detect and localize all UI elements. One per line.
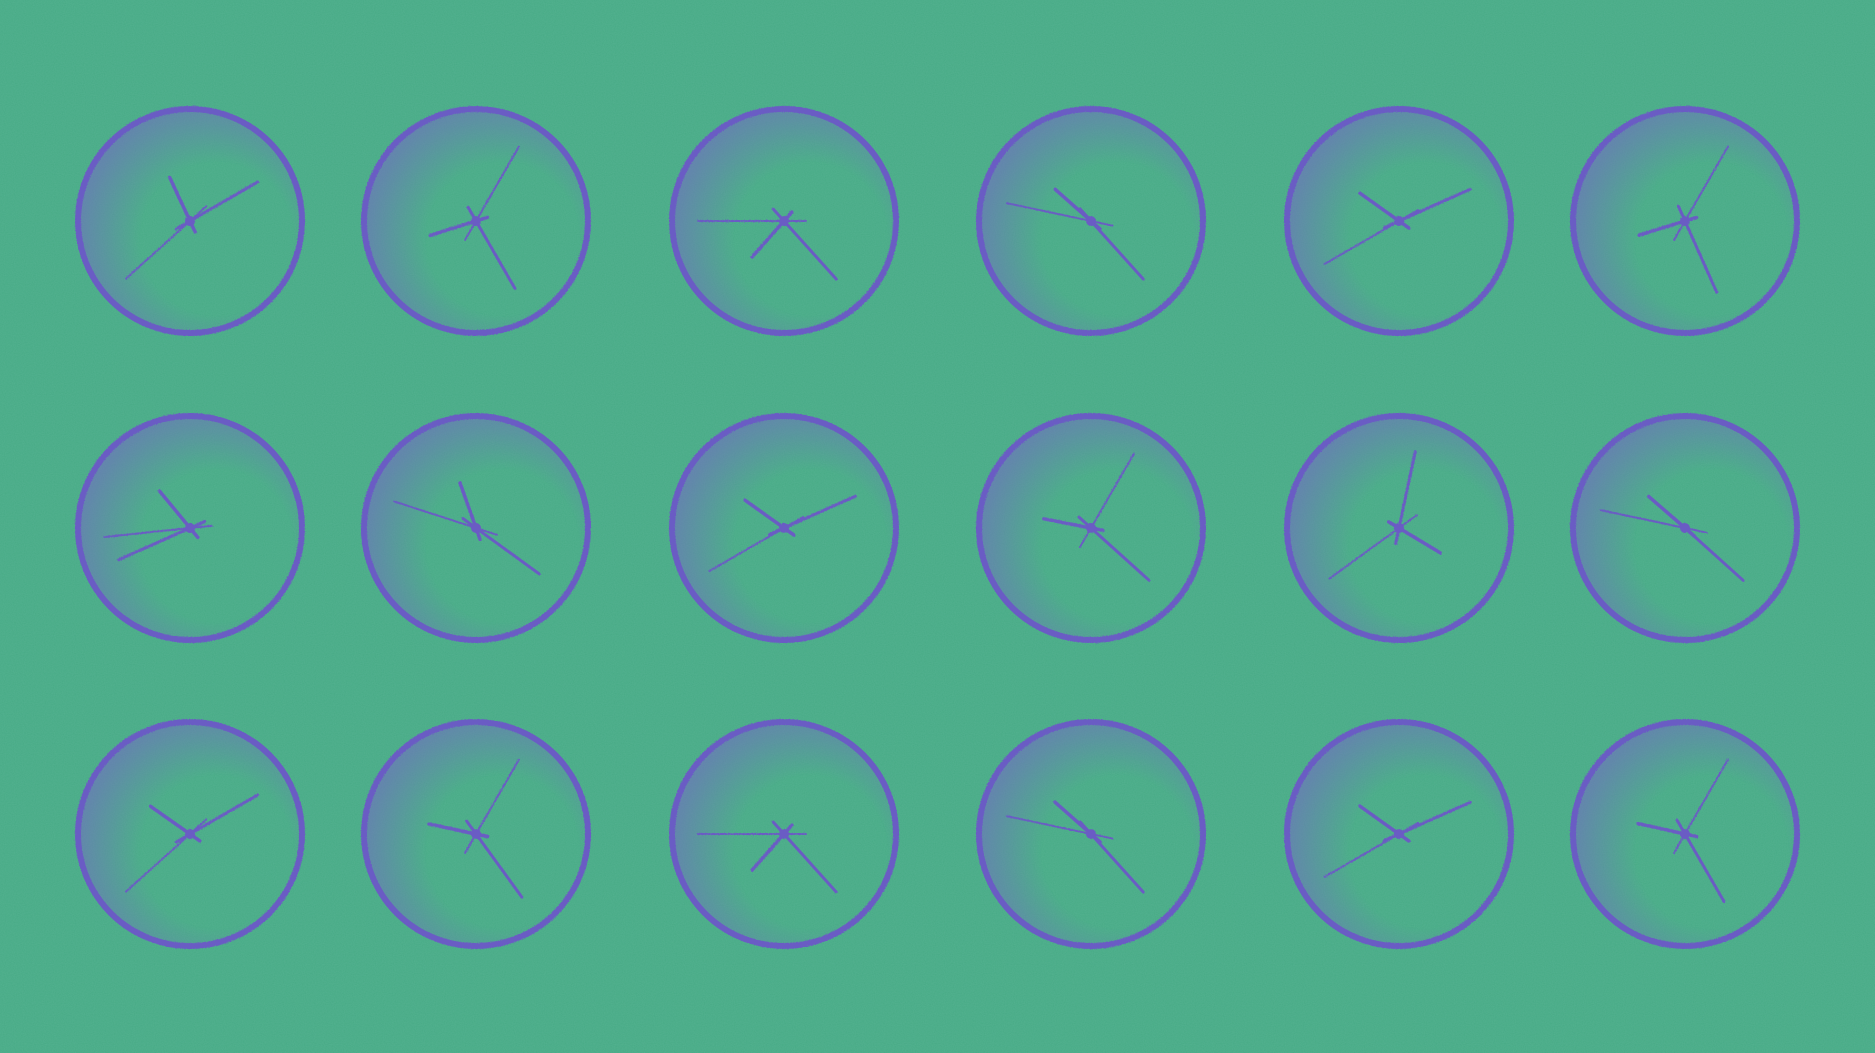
clock-hub <box>1394 216 1404 226</box>
clock-hub <box>1394 829 1404 839</box>
clock-hub <box>779 523 789 533</box>
analog-clock-icon <box>1570 106 1800 336</box>
analog-clock-icon <box>669 413 899 643</box>
clock-hub <box>471 216 481 226</box>
clock-hub <box>185 523 195 533</box>
clock-hub <box>1086 829 1096 839</box>
analog-clock-icon <box>1284 106 1514 336</box>
analog-clock-icon <box>669 106 899 336</box>
clock-hub <box>1680 829 1690 839</box>
analog-clock-icon <box>361 413 591 643</box>
clock-hub <box>471 523 481 533</box>
analog-clock-icon <box>1570 413 1800 643</box>
clock-hub <box>1394 523 1404 533</box>
analog-clock-icon <box>1284 413 1514 643</box>
analog-clock-icon <box>361 719 591 949</box>
analog-clock-icon <box>976 413 1206 643</box>
analog-clock-icon <box>976 719 1206 949</box>
clock-hub <box>1680 216 1690 226</box>
clock-hub <box>1086 523 1096 533</box>
clock-hub <box>1086 216 1096 226</box>
analog-clock-icon <box>75 106 305 336</box>
analog-clock-icon <box>976 106 1206 336</box>
clock-hub <box>779 216 789 226</box>
analog-clock-icon <box>669 719 899 949</box>
analog-clock-icon <box>361 106 591 336</box>
clock-hub <box>471 829 481 839</box>
clock-hub <box>779 829 789 839</box>
clock-hub <box>185 216 195 226</box>
analog-clock-icon <box>75 719 305 949</box>
analog-clock-icon <box>1284 719 1514 949</box>
analog-clock-icon <box>75 413 305 643</box>
clock-hub <box>185 829 195 839</box>
clock-hub <box>1680 523 1690 533</box>
analog-clock-icon <box>1570 719 1800 949</box>
